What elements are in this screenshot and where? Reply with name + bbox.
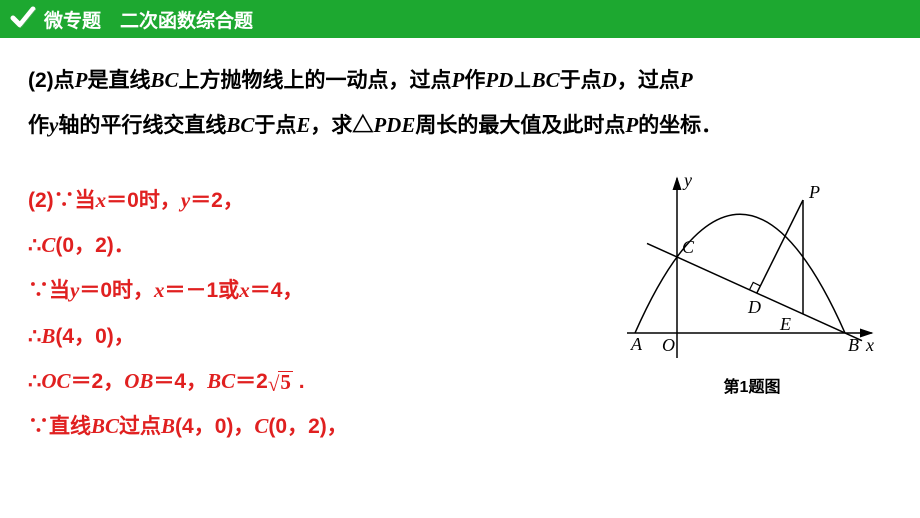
figure-caption: 第1题图	[724, 373, 781, 397]
t: ＝4，	[250, 279, 304, 302]
t: (0，2)．	[55, 234, 134, 257]
t: 周长的最大值及此时点	[415, 114, 625, 137]
header-title: 微专题 二次函数综合题	[44, 6, 253, 33]
var-C: C	[41, 233, 55, 257]
var-OC: OC	[41, 369, 70, 393]
t: (4，0)，	[55, 325, 134, 348]
t: (2)∵当	[28, 189, 96, 212]
var-P: P	[75, 68, 88, 92]
t: 于点	[254, 114, 296, 137]
label-E: E	[779, 314, 791, 334]
var-OB: OB	[124, 369, 153, 393]
var-P: P	[452, 68, 465, 92]
label-C: C	[682, 237, 695, 257]
perp: ⊥	[513, 69, 531, 92]
var-PDE: PDE	[373, 113, 415, 137]
label-B: B	[848, 335, 859, 355]
t: 上方抛物线上的一动点，过点	[179, 69, 452, 92]
t: 过点	[119, 415, 161, 438]
var-BC: BC	[151, 68, 179, 92]
solution-line-4: ∴B(4，0)，	[28, 314, 612, 359]
label-O: O	[662, 335, 675, 355]
t: ∵直线	[28, 415, 91, 438]
var-P: P	[680, 68, 693, 92]
t: ＝4，	[153, 370, 207, 393]
t: ∴	[28, 234, 41, 257]
var-y: y	[181, 188, 190, 212]
t: ∴	[28, 370, 41, 393]
var-P: P	[625, 113, 638, 137]
var-D: D	[602, 68, 617, 92]
t: .	[293, 370, 305, 393]
label-A: A	[630, 334, 643, 354]
label-y: y	[682, 170, 692, 190]
parabola-figure: A O B C P D E x y	[622, 168, 882, 368]
figure-area: A O B C P D E x y 第1题图	[612, 168, 892, 449]
solution-text: (2)∵当x＝0时，y＝2， ∴C(0，2)． ∵当y＝0时，x＝－1或x＝4，…	[28, 178, 612, 449]
var-BC: BC	[532, 68, 560, 92]
t: 轴的平行线交直线	[58, 114, 226, 137]
t: 是直线	[88, 69, 151, 92]
t: ∵当	[28, 279, 70, 302]
t: (4，0)，	[175, 415, 254, 438]
t: 的坐标．	[638, 114, 722, 137]
var-BC: BC	[226, 113, 254, 137]
t: (0，2)，	[268, 415, 347, 438]
solution-line-2: ∴C(0，2)．	[28, 223, 612, 268]
t: ，过点	[617, 69, 680, 92]
var-PD: PD	[485, 68, 513, 92]
content-area: (2)点P是直线BC上方抛物线上的一动点，过点P作PD⊥BC于点D，过点P 作y…	[0, 38, 920, 449]
solution-line-3: ∵当y＝0时，x＝－1或x＝4，	[28, 268, 612, 313]
solution-area: (2)∵当x＝0时，y＝2， ∴C(0，2)． ∵当y＝0时，x＝－1或x＝4，…	[28, 178, 892, 449]
solution-line-6: ∵直线BC过点B(4，0)，C(0，2)，	[28, 404, 612, 449]
var-y: y	[49, 113, 58, 137]
var-x: x	[239, 278, 250, 302]
var-y: y	[70, 278, 79, 302]
t: ＝2，	[71, 370, 125, 393]
var-E: E	[296, 113, 310, 137]
t: ＝2	[235, 370, 268, 393]
t: ，求△	[310, 114, 373, 137]
sqrt-content: 5	[278, 371, 293, 393]
var-BC: BC	[91, 414, 119, 438]
solution-line-1: (2)∵当x＝0时，y＝2，	[28, 178, 612, 223]
label-D: D	[747, 297, 761, 317]
t: ＝0时，	[79, 279, 154, 302]
var-C: C	[254, 414, 268, 438]
label-x: x	[865, 335, 874, 355]
var-B: B	[161, 414, 175, 438]
var-x: x	[96, 188, 107, 212]
t: 作	[28, 114, 49, 137]
problem-statement: (2)点P是直线BC上方抛物线上的一动点，过点P作PD⊥BC于点D，过点P 作y…	[28, 58, 892, 148]
t: ∴	[28, 325, 41, 348]
t: ＝2，	[190, 189, 244, 212]
t: 点	[54, 69, 75, 92]
var-B: B	[41, 324, 55, 348]
header-bar: 微专题 二次函数综合题	[0, 0, 920, 38]
sqrt-expr: √5	[268, 371, 293, 393]
solution-line-5: ∴OC＝2，OB＝4，BC＝2√5 .	[28, 359, 612, 404]
t: 于点	[560, 69, 602, 92]
check-icon	[10, 4, 36, 35]
problem-prefix: (2)	[28, 69, 54, 92]
t: ＝0时，	[106, 189, 181, 212]
sqrt-radical: √	[268, 374, 280, 395]
var-BC: BC	[207, 369, 235, 393]
var-x: x	[154, 278, 165, 302]
t: ＝－1或	[165, 279, 240, 302]
label-P: P	[808, 182, 820, 202]
t: 作	[464, 69, 485, 92]
